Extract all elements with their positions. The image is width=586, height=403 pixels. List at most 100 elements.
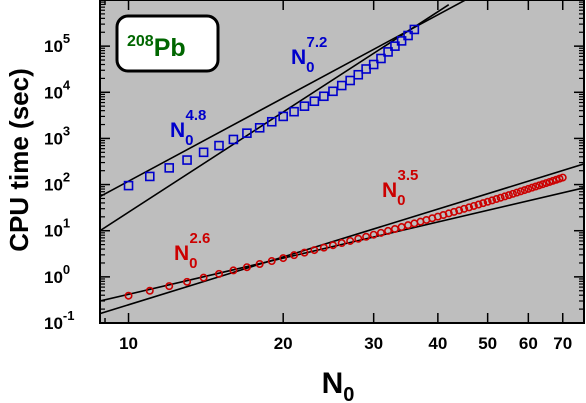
fit-label-n0-4-8: N0 4.8	[170, 107, 206, 149]
circle-marker	[524, 184, 533, 193]
square-marker	[403, 30, 413, 41]
circle-marker	[328, 241, 337, 250]
square-marker	[368, 59, 379, 70]
circle-marker	[229, 266, 238, 275]
y-tick-base: 10	[44, 83, 63, 102]
circle-marker	[508, 189, 517, 198]
x-axis-title: N0	[322, 367, 355, 403]
y-tick-exponent: 2	[63, 170, 70, 185]
square-marker	[164, 163, 175, 173]
square-marker	[396, 36, 407, 46]
y-tick-exponent: 1	[63, 216, 70, 231]
square-marker	[345, 75, 355, 86]
square-marker	[309, 96, 320, 107]
circle-marker	[465, 203, 474, 212]
fit-label-base: N	[174, 242, 189, 265]
circle-marker	[183, 277, 192, 286]
y-tick-base: 10	[44, 314, 63, 333]
circle-marker	[469, 201, 478, 210]
y-tick-base: 10	[44, 222, 63, 241]
square-marker	[383, 47, 393, 57]
circle-marker	[337, 239, 346, 248]
square-marker	[123, 180, 134, 191]
fit-label-n0-2-6: N0 2.6	[174, 230, 210, 272]
circle-marker	[455, 206, 464, 215]
square-marker	[198, 147, 209, 158]
circle-marker	[124, 291, 133, 300]
y-tick-label: 105	[44, 31, 70, 56]
x-axis-title-main: N	[322, 367, 344, 400]
fit-label-exponent: 2.6	[190, 230, 211, 247]
square-marker	[319, 91, 329, 102]
y-tick-label: 103	[44, 123, 70, 148]
circle-marker	[319, 243, 328, 252]
circle-marker	[362, 232, 371, 241]
square-marker	[336, 80, 347, 91]
nucleus-label: 208Pb	[127, 33, 186, 62]
circle-marker	[214, 269, 223, 278]
square-marker	[409, 24, 420, 35]
fit-label-n0-3-5: N0 3.5	[382, 167, 418, 209]
circle-marker	[528, 183, 537, 192]
y-tick-base: 10	[44, 268, 63, 287]
fit-label-sub: 0	[185, 132, 193, 149]
y-tick-label: 104	[44, 77, 71, 102]
circle-marker	[449, 207, 458, 216]
fit-label-sub: 0	[189, 255, 197, 272]
fit-label-base: N	[170, 119, 185, 142]
x-tick-label: 70	[553, 334, 572, 353]
square-marker	[328, 86, 338, 97]
fit-line-n0-2-6	[100, 187, 584, 302]
x-axis-title-sub: 0	[343, 384, 354, 403]
circle-marker	[255, 259, 264, 268]
x-tick-label: 60	[519, 334, 538, 353]
data-markers	[123, 24, 567, 300]
square-marker	[144, 171, 155, 182]
circle-marker	[384, 226, 393, 235]
circle-marker	[279, 254, 288, 263]
y-tick-label: 100	[44, 262, 70, 287]
circle-marker	[558, 173, 567, 182]
circle-marker	[242, 263, 251, 272]
x-tick-label: 20	[274, 334, 293, 353]
y-tick-exponent: 5	[63, 31, 70, 46]
circle-marker	[488, 196, 497, 205]
y-tick-base: 10	[44, 129, 63, 148]
fit-label-base: N	[382, 179, 397, 202]
circle-marker	[492, 195, 501, 204]
circle-marker	[354, 234, 363, 243]
y-tick-base: 10	[44, 37, 63, 56]
square-marker	[390, 41, 400, 51]
circle-marker	[300, 248, 309, 257]
y-tick-exponent: 0	[63, 262, 70, 277]
circle-marker	[267, 257, 276, 266]
circle-marker	[531, 182, 540, 191]
square-marker	[278, 111, 288, 122]
y-axis-title: CPU time (sec)	[4, 68, 34, 252]
circle-marker	[483, 197, 492, 206]
x-tick-label: 10	[119, 334, 138, 353]
square-marker	[228, 134, 239, 145]
fit-label-n0-7-2: N0 7.2	[291, 34, 327, 76]
fit-line-n0-4-8	[100, 0, 468, 198]
square-marker	[376, 53, 386, 64]
square-marker	[254, 122, 265, 133]
circle-marker	[538, 180, 547, 189]
circle-marker	[512, 188, 521, 197]
x-tick-label: 30	[364, 334, 383, 353]
circle-marker	[516, 187, 525, 196]
fit-label-exponent: 3.5	[398, 167, 419, 184]
circle-marker	[479, 199, 488, 208]
square-marker	[182, 155, 192, 165]
circle-marker	[460, 204, 469, 213]
axis-ticks	[100, 0, 584, 324]
y-tick-label: 101	[44, 216, 70, 241]
circle-marker	[290, 251, 299, 260]
circle-marker	[310, 246, 319, 255]
circle-marker	[346, 236, 355, 245]
fit-label-sub: 0	[397, 192, 405, 209]
circle-marker	[376, 228, 385, 237]
y-tick-exponent: 4	[63, 77, 71, 92]
